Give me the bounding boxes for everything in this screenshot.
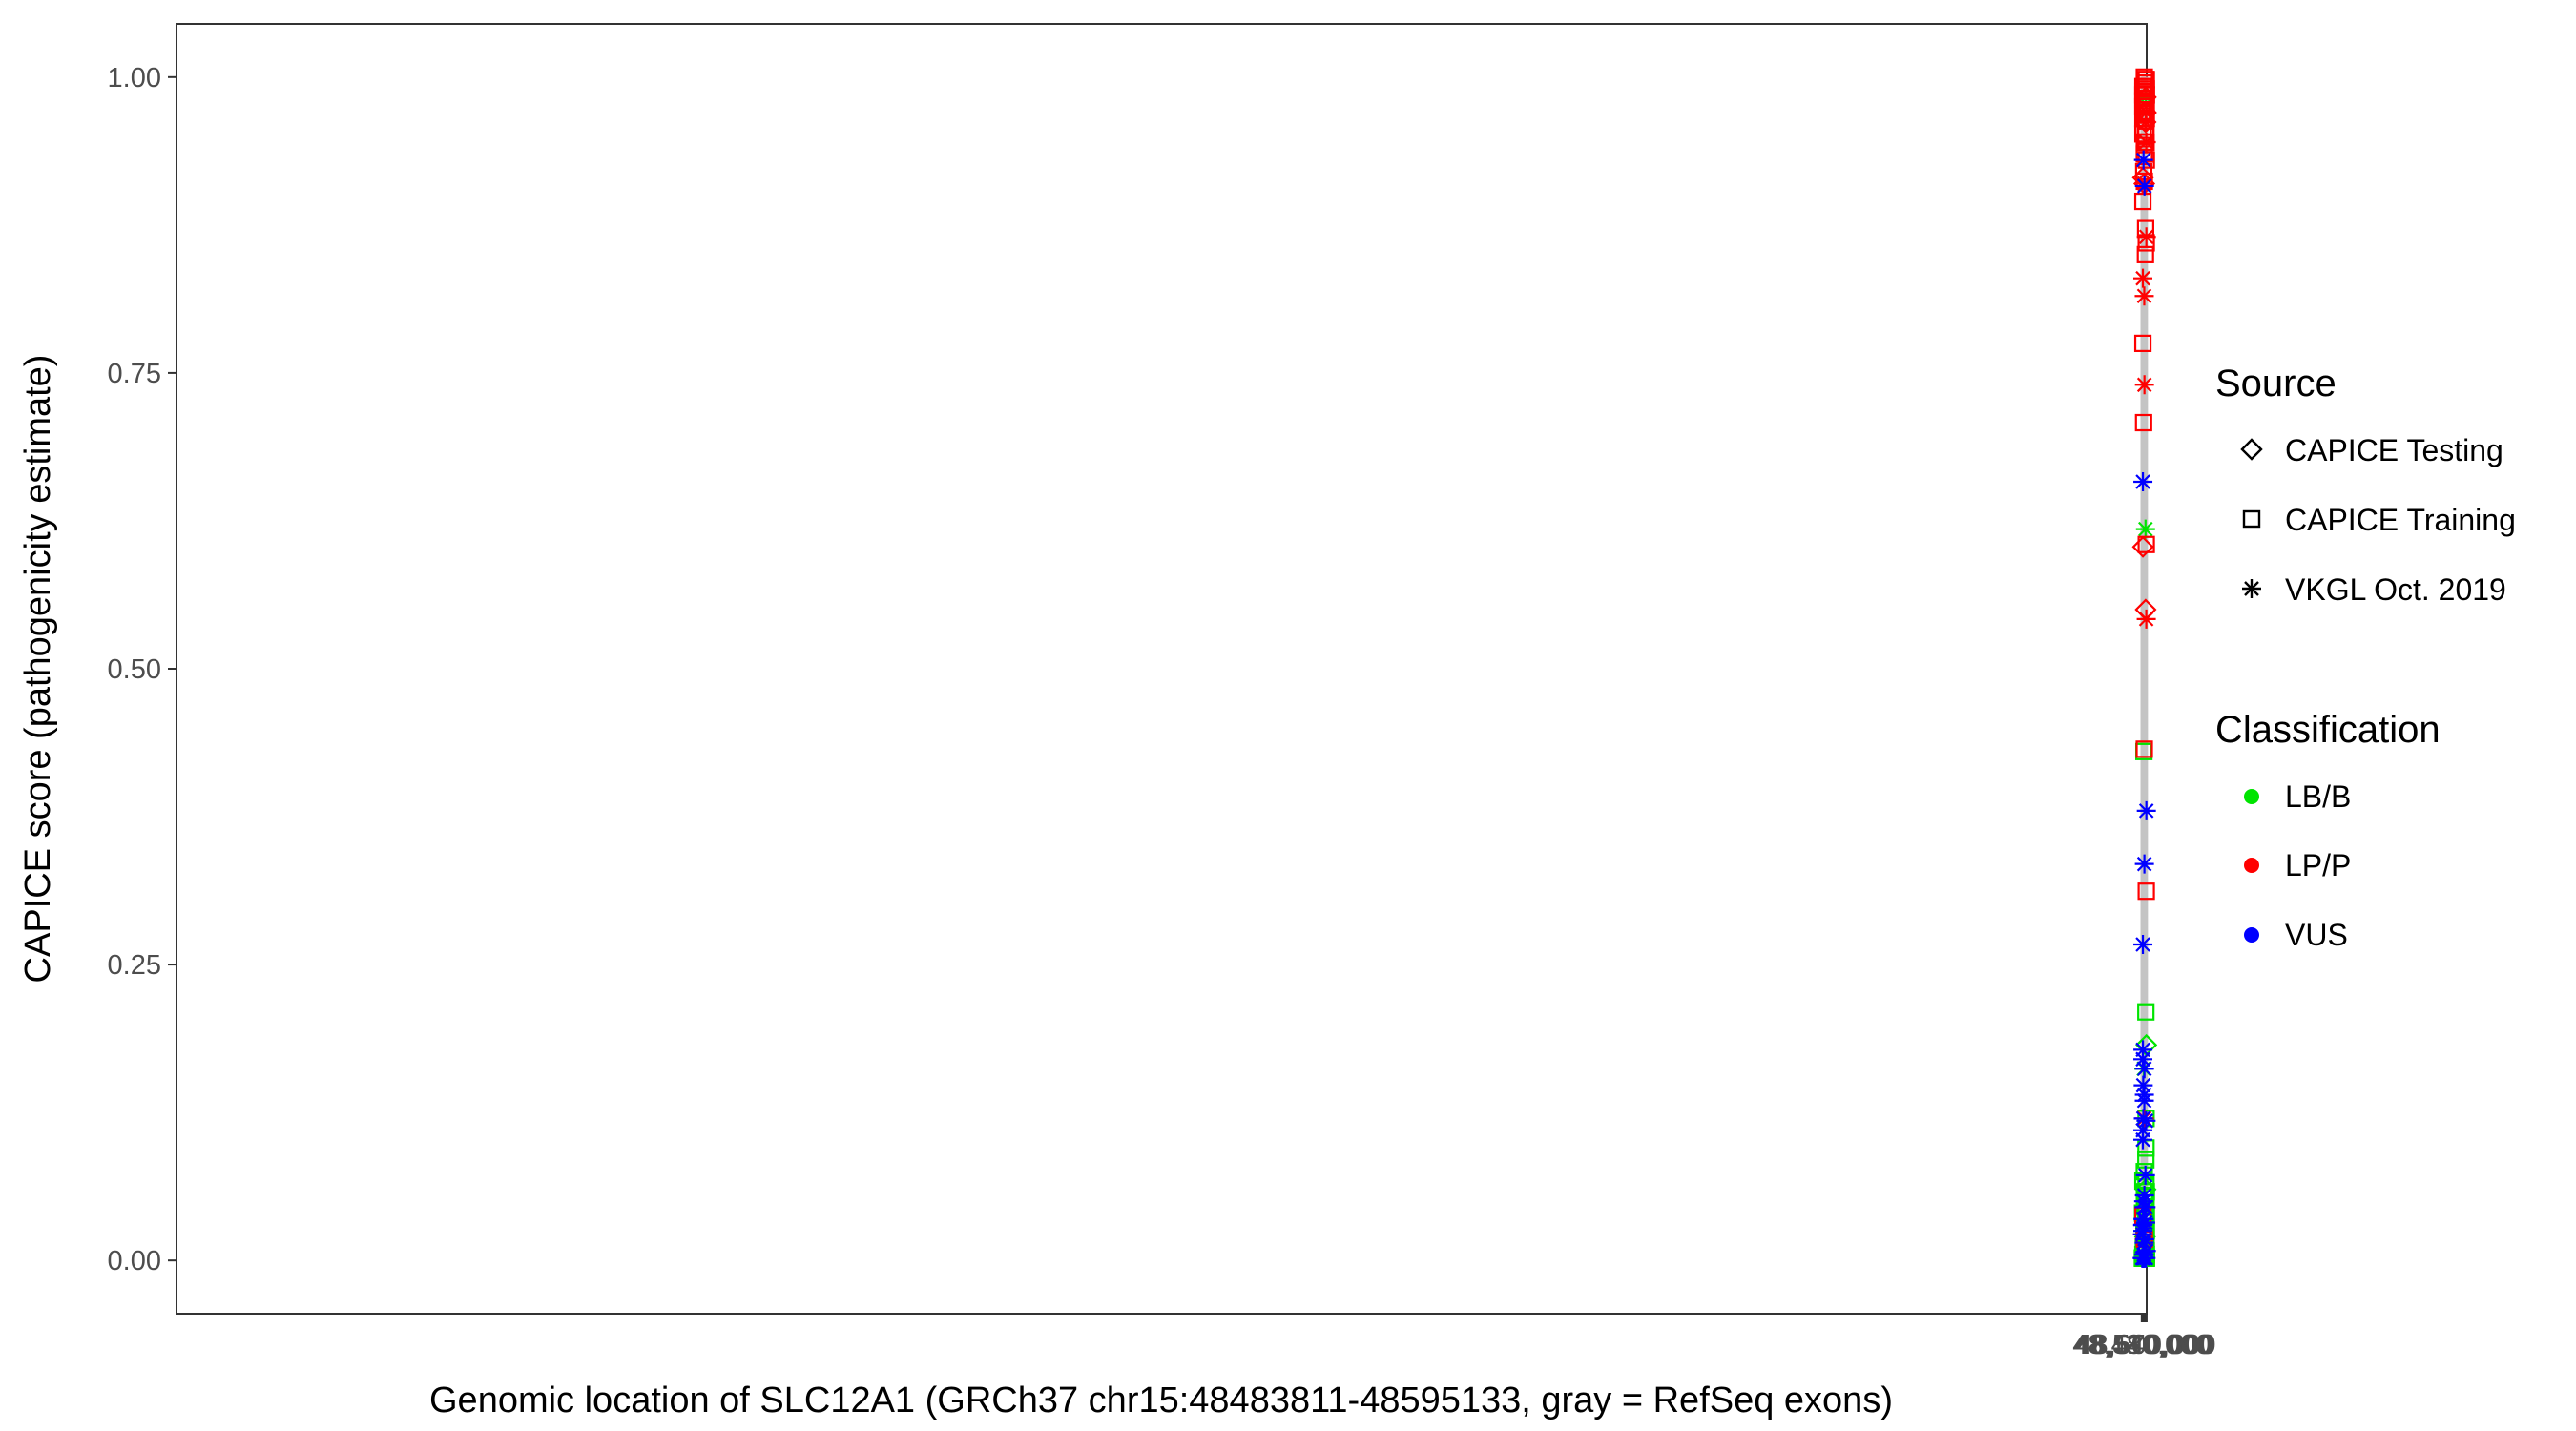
data-point-square: [2137, 882, 2155, 901]
data-point-diamond: [2131, 535, 2154, 558]
data-point-asterisk: [2134, 1185, 2154, 1205]
legend-label: VKGL Oct. 2019: [2285, 572, 2506, 607]
legend-label: CAPICE Testing: [2285, 433, 2503, 467]
data-point-asterisk: [2136, 609, 2156, 629]
data-point-asterisk: [2133, 1075, 2153, 1095]
data-point-square: [2134, 413, 2152, 432]
data-point-asterisk: [2133, 150, 2153, 170]
data-point-asterisk: [2134, 176, 2154, 196]
data-point-asterisk: [2133, 268, 2153, 288]
y-tick-label: 0.50: [108, 654, 161, 685]
legend-item-capice-testing: CAPICE Testing: [2240, 433, 2503, 467]
data-point-asterisk: [2134, 286, 2154, 306]
data-point-square: [2133, 334, 2152, 352]
legend-item-vus: VUS: [2244, 918, 2348, 952]
legend-classification-title: Classification: [2215, 709, 2441, 751]
legend-source-title: Source: [2215, 363, 2337, 404]
data-point-square: [2135, 740, 2153, 758]
x-tick-label: 48,540,000: [2075, 1330, 2213, 1360]
x-axis-title: Genomic location of SLC12A1 (GRCh37 chr1…: [429, 1380, 1893, 1421]
legend-label: LP/P: [2285, 848, 2351, 882]
data-point-asterisk: [2134, 854, 2154, 874]
data-point-square: [2135, 1163, 2153, 1181]
legend: Source CAPICE Testing CAPICE Training VK…: [2215, 363, 2516, 952]
axes: 48,480,00048,510,00048,540,00048,570,000…: [108, 63, 2216, 1360]
data-point-asterisk: [2136, 800, 2156, 820]
data-point-asterisk: [2133, 1040, 2153, 1060]
data-point-asterisk: [2136, 1197, 2156, 1217]
data-point-square: [2133, 192, 2152, 211]
data-points: [2131, 68, 2158, 1268]
legend-item-vkgl: VKGL Oct. 2019: [2242, 572, 2506, 607]
data-point-asterisk: [2133, 935, 2153, 955]
x-tick-label: 48,510,000: [2074, 1330, 2212, 1360]
y-tick-label: 1.00: [108, 63, 161, 93]
y-tick-label: 0.00: [108, 1246, 161, 1276]
data-point-asterisk: [2134, 1244, 2154, 1264]
data-point-asterisk: [2136, 227, 2156, 247]
diamond-icon: [2240, 438, 2263, 461]
data-point-asterisk: [2134, 1059, 2154, 1079]
x-tick-label: 48,480,000: [2072, 1330, 2211, 1360]
red-dot-icon: [2244, 858, 2259, 873]
data-point-asterisk: [2135, 519, 2155, 539]
plot-panel: [176, 23, 2148, 1315]
blue-dot-icon: [2244, 927, 2259, 943]
data-point-asterisk: [2133, 1120, 2153, 1140]
data-point-asterisk: [2136, 1110, 2156, 1130]
data-point-square: [2137, 1003, 2155, 1021]
legend-label: LB/B: [2285, 779, 2351, 814]
x-tick-label: 48,600,000: [2077, 1330, 2215, 1360]
data-point-asterisk: [2136, 103, 2156, 123]
square-icon: [2242, 509, 2261, 529]
data-point-square: [2137, 80, 2155, 98]
data-point-asterisk: [2136, 1241, 2156, 1261]
data-point-asterisk: [2134, 1229, 2154, 1249]
x-tick-label: 48,570,000: [2076, 1330, 2214, 1360]
legend-item-lbb: LB/B: [2244, 779, 2351, 814]
green-dot-icon: [2244, 789, 2259, 804]
y-axis-title: CAPICE score (pathogenicity estimate): [18, 355, 58, 984]
data-point-asterisk: [2134, 375, 2154, 395]
data-point-asterisk: [2136, 133, 2156, 153]
legend-label: VUS: [2285, 918, 2348, 952]
legend-item-capice-training: CAPICE Training: [2242, 503, 2516, 537]
y-tick-label: 0.75: [108, 359, 161, 389]
asterisk-icon: [2242, 579, 2261, 598]
legend-item-lpp: LP/P: [2244, 848, 2351, 882]
data-point-square: [2136, 245, 2154, 263]
legend-label: CAPICE Training: [2285, 503, 2516, 537]
data-point-asterisk: [2134, 1085, 2154, 1105]
data-point-square: [2137, 535, 2155, 553]
data-point-asterisk: [2134, 1209, 2154, 1229]
y-tick-label: 0.25: [108, 950, 161, 981]
data-point-asterisk: [2133, 472, 2153, 492]
data-point-asterisk: [2135, 1165, 2155, 1185]
data-point-asterisk: [2135, 1213, 2155, 1233]
